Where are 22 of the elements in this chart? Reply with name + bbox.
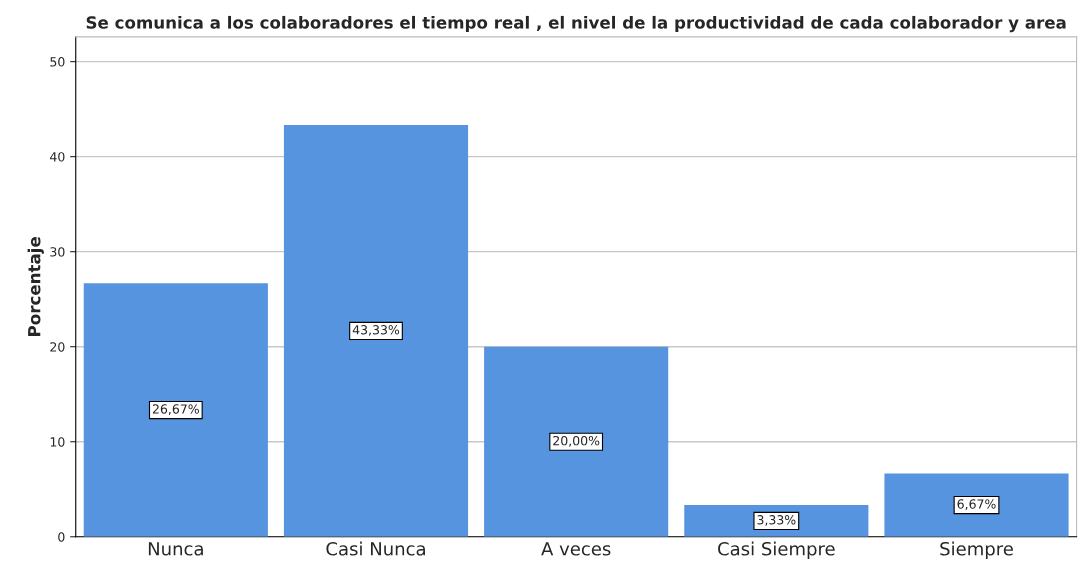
- x-tick-label: A veces: [541, 542, 611, 556]
- data-label: 20,00%: [553, 435, 600, 447]
- data-label: 6,67%: [957, 499, 996, 510]
- y-tick-label: 40: [50, 152, 65, 162]
- x-tick-label: Casi Nunca: [326, 541, 425, 556]
- x-tick-label: Nunca: [148, 542, 203, 556]
- chart-title: Se comunica a los colaboradores el tiempo real , el nivel de la productividad de cada colaborador y area: [86, 15, 1066, 33]
- y-tick-label: 10: [50, 437, 65, 447]
- y-tick-label: 30: [50, 247, 65, 257]
- x-tick-label: Casi Siempre: [718, 541, 835, 560]
- bar: [83, 283, 268, 537]
- y-tick-label: 0: [58, 532, 65, 542]
- y-axis-title: Porcentaje: [27, 237, 44, 336]
- data-label: 3,33%: [757, 515, 796, 526]
- data-label: 43,33%: [352, 325, 400, 336]
- y-tick-label: 50: [50, 57, 65, 67]
- data-label: 26,67%: [152, 404, 199, 415]
- y-tick-label: 20: [50, 342, 65, 352]
- bar: [283, 125, 469, 537]
- bar: [484, 346, 669, 537]
- bar: [884, 473, 1069, 537]
- x-tick-label: Siempre: [940, 541, 1013, 560]
